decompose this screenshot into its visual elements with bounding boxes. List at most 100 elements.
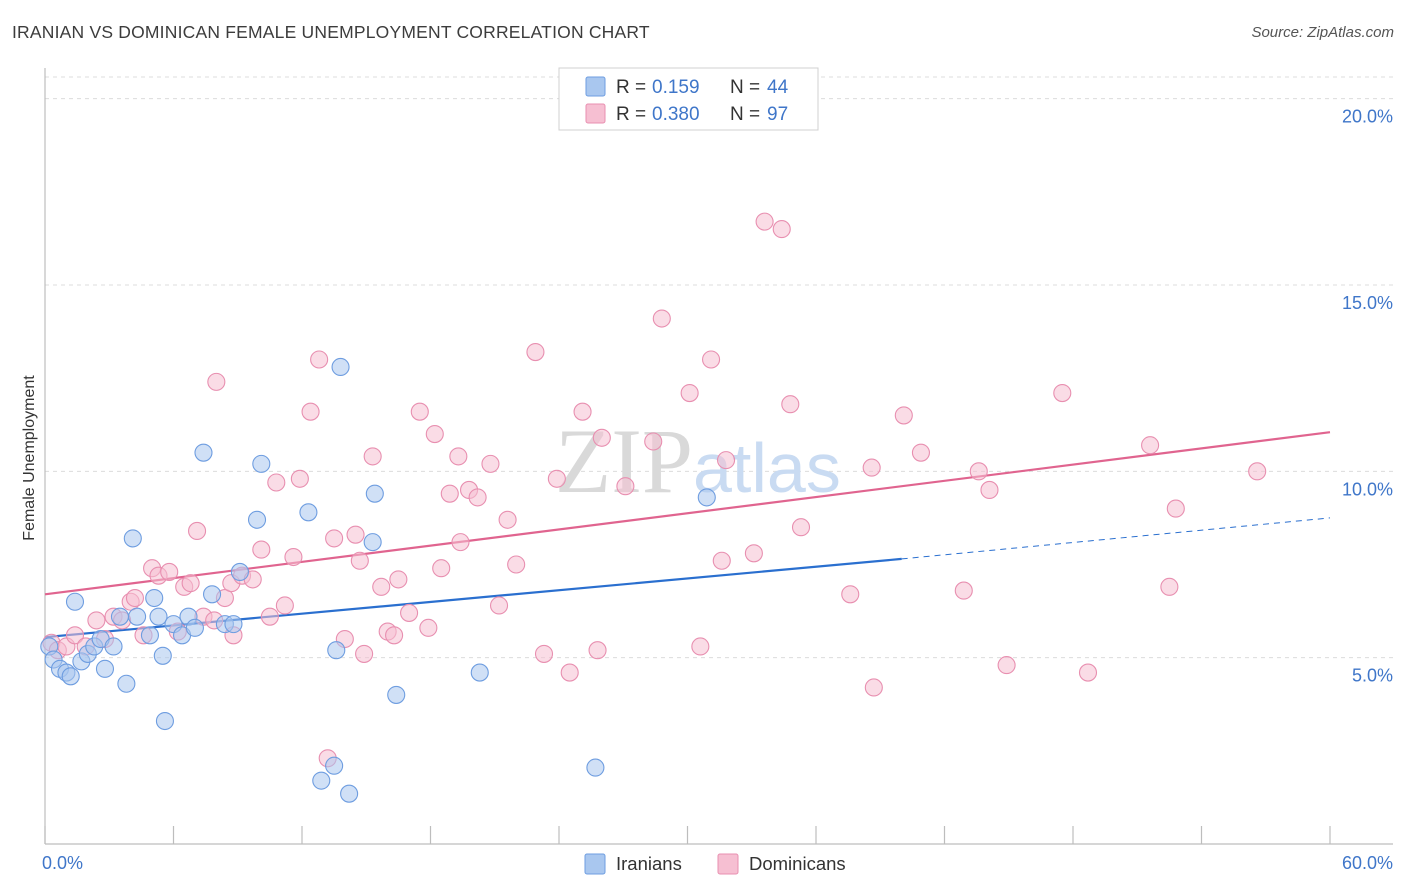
point-dominicans-93: [1166, 499, 1185, 518]
point-dominicans-72: [702, 350, 721, 369]
point-iranians-10: [95, 659, 115, 678]
axes: [44, 68, 1393, 845]
point-iranians-24: [185, 618, 204, 637]
point-dominicans-81: [862, 458, 881, 477]
bottom-legend: Iranians Dominicans: [584, 853, 846, 875]
point-iranians-30: [247, 510, 267, 529]
point-iranians-31: [252, 454, 271, 473]
point-dominicans-70: [680, 384, 699, 403]
x-tick-label-0: 0.0%: [42, 853, 83, 873]
point-iranians-38: [363, 533, 382, 552]
point-iranians-42: [586, 758, 605, 777]
point-dominicans-36: [325, 529, 344, 548]
point-dominicans-74: [716, 451, 736, 470]
point-dominicans-30: [275, 596, 294, 615]
point-dominicans-44: [385, 626, 404, 645]
point-dominicans-17: [181, 574, 200, 593]
legend-swatch-dominicans: [585, 103, 606, 124]
point-iranians-34: [325, 756, 344, 775]
point-dominicans-18: [188, 521, 207, 540]
bottom-legend-swatch-iranians: [584, 853, 606, 875]
point-dominicans-63: [560, 663, 579, 682]
point-dominicans-83: [894, 406, 913, 425]
watermark-atlas: atlas: [693, 429, 841, 507]
point-iranians-17: [145, 588, 164, 608]
point-dominicans-34: [310, 350, 329, 369]
point-iranians-25: [194, 443, 213, 462]
point-dominicans-42: [372, 577, 391, 596]
point-dominicans-47: [410, 402, 429, 421]
point-dominicans-3: [65, 626, 85, 645]
point-dominicans-49: [425, 424, 444, 444]
point-iranians-41: [470, 663, 489, 682]
legend-n-value-0: 44: [767, 77, 789, 98]
point-dominicans-21: [207, 372, 226, 391]
watermark-zip: ZIP: [555, 410, 693, 512]
point-dominicans-27: [252, 540, 271, 559]
point-iranians-36: [331, 357, 350, 377]
point-dominicans-78: [781, 395, 800, 414]
point-dominicans-66: [592, 428, 611, 447]
point-dominicans-77: [772, 220, 791, 239]
y-tick-label-3: 20.0%: [1342, 107, 1393, 127]
point-dominicans-80: [841, 585, 860, 604]
point-iranians-16: [140, 626, 159, 645]
point-dominicans-91: [1141, 436, 1160, 455]
point-dominicans-76: [755, 212, 774, 231]
point-dominicans-73: [712, 551, 731, 570]
point-dominicans-40: [355, 644, 374, 663]
point-dominicans-69: [652, 309, 671, 328]
point-dominicans-38: [346, 525, 365, 544]
point-dominicans-52: [449, 447, 468, 466]
point-iranians-43: [697, 488, 716, 507]
point-iranians-20: [155, 711, 174, 731]
point-dominicans-55: [468, 488, 487, 507]
point-dominicans-79: [791, 518, 811, 537]
legend-swatch-iranians: [585, 76, 606, 97]
point-dominicans-65: [588, 641, 607, 660]
point-iranians-14: [123, 529, 142, 548]
point-iranians-18: [149, 607, 168, 626]
point-dominicans-5: [87, 611, 106, 630]
point-dominicans-87: [980, 480, 999, 500]
point-dominicans-82: [864, 678, 883, 697]
trend-line-dominicans: [44, 431, 1331, 596]
point-iranians-26: [203, 585, 222, 604]
x-tick-label-1: 60.0%: [1342, 853, 1393, 873]
point-iranians-15: [128, 607, 147, 626]
point-dominicans-28: [260, 607, 279, 626]
legend-r-value-1: 0.380: [652, 104, 700, 125]
point-dominicans-88: [997, 656, 1016, 675]
point-iranians-29: [230, 562, 249, 581]
point-dominicans-45: [389, 570, 408, 589]
point-iranians-12: [110, 607, 130, 626]
point-dominicans-31: [284, 547, 303, 567]
point-dominicans-14: [160, 562, 179, 581]
legend-n-label-0: N =: [730, 77, 760, 98]
point-dominicans-62: [547, 469, 566, 488]
legend-r-value-0: 0.159: [652, 77, 700, 98]
point-iranians-40: [387, 685, 406, 704]
bottom-legend-label-dominicans: Dominicans: [749, 853, 846, 874]
point-dominicans-41: [363, 447, 382, 466]
y-tick-label-0: 5.0%: [1352, 666, 1393, 686]
bottom-legend-label-iranians: Iranians: [616, 853, 682, 874]
point-dominicans-84: [911, 443, 930, 462]
point-dominicans-68: [644, 432, 663, 451]
point-dominicans-53: [451, 533, 470, 552]
legend: R = 0.159 N = 44 R = 0.380 N = 97: [558, 67, 819, 131]
legend-n-label-1: N =: [730, 104, 760, 125]
legend-r-label-1: R =: [616, 104, 646, 125]
bottom-legend-swatch-dominicans: [717, 853, 739, 875]
legend-n-value-1: 97: [767, 104, 788, 125]
tick-labels: 5.0% 10.0% 15.0% 20.0% 0.0% 60.0%: [42, 107, 1393, 873]
point-iranians-5: [65, 592, 85, 611]
point-iranians-11: [104, 637, 123, 656]
point-dominicans-75: [744, 544, 763, 563]
point-dominicans-57: [489, 596, 509, 615]
point-iranians-37: [340, 784, 359, 803]
point-iranians-13: [117, 674, 136, 693]
point-dominicans-89: [1053, 384, 1072, 403]
point-dominicans-39: [350, 551, 369, 570]
point-iranians-32: [299, 503, 318, 522]
